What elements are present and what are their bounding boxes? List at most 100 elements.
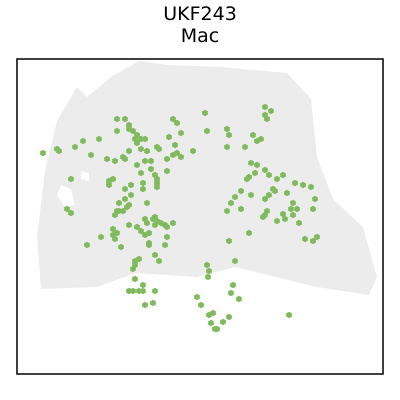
highlight-spot xyxy=(310,205,316,213)
highlight-spot xyxy=(72,143,78,151)
highlight-spot xyxy=(194,293,200,301)
highlight-spot xyxy=(110,225,116,233)
highlight-spot xyxy=(114,229,120,237)
highlight-spot xyxy=(80,137,86,145)
highlight-spot xyxy=(242,143,248,151)
highlight-spot xyxy=(262,195,268,203)
highlight-spot xyxy=(130,127,136,135)
highlight-spot xyxy=(148,165,154,173)
highlight-spot xyxy=(204,261,210,269)
highlight-spot xyxy=(178,153,184,161)
highlight-spot xyxy=(226,237,232,245)
highlight-spot xyxy=(314,233,320,241)
highlight-spot xyxy=(132,257,138,265)
highlight-spot xyxy=(172,141,178,149)
highlight-spot xyxy=(118,243,124,251)
highlight-spot xyxy=(290,199,296,207)
chart-title: UKF243 xyxy=(163,3,237,25)
highlight-spot xyxy=(174,119,180,127)
highlight-spot xyxy=(68,209,74,217)
highlight-spot xyxy=(284,189,290,197)
highlight-spot xyxy=(126,147,132,155)
plot-frame xyxy=(16,58,384,375)
highlight-spot xyxy=(128,181,134,189)
highlight-spot xyxy=(166,133,172,141)
highlight-spot xyxy=(214,325,220,333)
highlight-spot xyxy=(142,135,148,143)
highlight-spot xyxy=(138,169,144,177)
highlight-spot xyxy=(296,219,302,227)
highlight-spot xyxy=(262,111,268,119)
highlight-spot xyxy=(198,301,204,309)
highlight-spot xyxy=(146,229,152,237)
highlight-spot xyxy=(114,207,120,215)
highlight-spot xyxy=(124,203,130,211)
highlight-spot xyxy=(152,251,158,259)
highlight-spot xyxy=(164,155,170,163)
background-spots xyxy=(37,61,377,295)
highlight-spot xyxy=(104,155,110,163)
highlight-spot xyxy=(178,129,184,137)
highlight-spot xyxy=(146,239,152,247)
highlight-spot xyxy=(164,223,170,231)
highlight-spot xyxy=(266,171,272,179)
highlight-spot xyxy=(274,175,280,183)
highlight-spot xyxy=(136,287,142,295)
highlight-spot xyxy=(288,205,294,213)
highlight-spot xyxy=(292,179,298,187)
highlight-spot xyxy=(268,107,274,115)
highlight-spot xyxy=(190,147,196,155)
highlight-spot xyxy=(258,135,264,143)
highlight-spot xyxy=(152,287,158,295)
highlight-spot xyxy=(238,205,244,213)
highlight-spot xyxy=(205,273,211,281)
highlight-spot xyxy=(140,179,146,187)
highlight-spot xyxy=(248,159,254,167)
highlight-spot xyxy=(134,131,140,139)
highlight-spot xyxy=(138,227,144,235)
highlight-spot xyxy=(254,161,260,169)
highlight-spot xyxy=(140,281,146,289)
chart-subtitle: Mac xyxy=(181,25,219,47)
highlight-spot xyxy=(204,127,210,135)
highlight-spot xyxy=(128,191,134,199)
highlight-spot xyxy=(106,181,112,189)
highlight-spot xyxy=(280,210,286,218)
highlight-spot xyxy=(98,233,104,241)
highlight-spot xyxy=(154,183,160,191)
highlight-spot xyxy=(232,193,238,201)
highlight-spot xyxy=(170,219,176,227)
highlight-spot xyxy=(280,171,286,179)
highlight-spot xyxy=(56,147,62,155)
highlight-spot xyxy=(230,281,236,289)
highlight-spot xyxy=(294,205,300,213)
highlight-spot xyxy=(224,125,230,133)
highlight-spot xyxy=(148,157,154,165)
highlight-spot xyxy=(134,223,140,231)
highlight-spot xyxy=(246,229,252,237)
highlight-spot xyxy=(224,207,230,215)
highlight-spot xyxy=(228,199,234,207)
highlight-spot xyxy=(264,207,270,215)
highlight-spot xyxy=(236,295,242,303)
highlight-spot xyxy=(114,127,120,135)
highlight-spot xyxy=(126,221,132,229)
highlight-spot xyxy=(208,319,214,327)
highlight-spot xyxy=(140,185,146,193)
highlight-spot xyxy=(96,135,102,143)
highlight-spot xyxy=(112,157,118,165)
highlight-spot xyxy=(122,155,128,163)
highlight-spot xyxy=(68,175,74,183)
highlight-spot xyxy=(312,195,318,203)
highlight-spot xyxy=(142,215,148,223)
highlight-spot xyxy=(164,167,170,175)
highlight-spot xyxy=(308,183,314,191)
highlight-spot xyxy=(302,235,308,243)
highlight-spot xyxy=(310,237,316,245)
highlight-spot xyxy=(64,205,70,213)
highlight-spot xyxy=(142,157,148,165)
highlight-spot xyxy=(114,115,120,123)
highlight-series xyxy=(40,103,320,333)
highlight-spot xyxy=(174,149,180,157)
